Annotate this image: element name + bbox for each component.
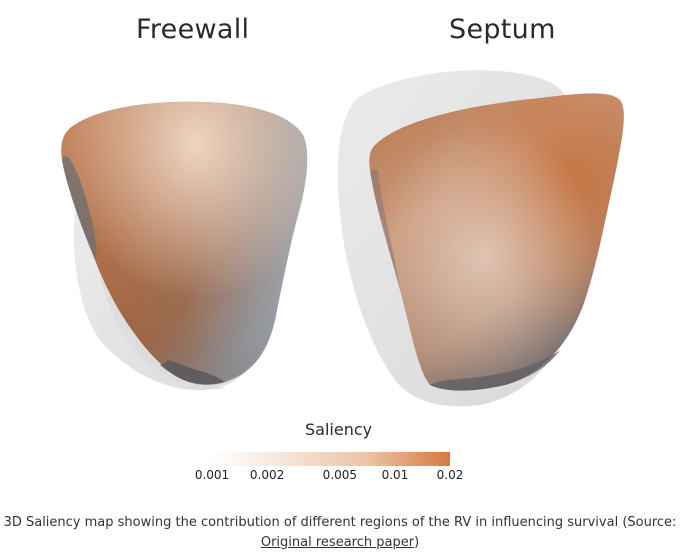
freewall-highlight [61, 101, 308, 385]
caption-text: 3D Saliency map showing the contribution… [3, 515, 677, 530]
septum-apex-shadow [430, 350, 560, 391]
freewall-title: Freewall [136, 14, 250, 45]
freewall-left-edge-shadow [62, 156, 97, 260]
colorbar-tick-label: 0.001 [194, 468, 230, 482]
colorbar-tick-label: 0.02 [436, 468, 464, 482]
septum-light-region [369, 93, 624, 391]
saliency-colorbar [210, 452, 450, 466]
colorbar-tick-label: 0.01 [381, 468, 409, 482]
freewall-apex-shadow [160, 360, 225, 385]
colorbar-title: Saliency [305, 420, 373, 439]
figure-caption: 3D Saliency map showing the contribution… [0, 513, 680, 553]
septum-left-edge-shadow [370, 170, 400, 290]
colorbar-tick-label: 0.002 [249, 468, 285, 482]
colorbar-tick-label: 0.005 [322, 468, 358, 482]
caption-suffix: ) [414, 535, 420, 550]
source-link[interactable]: Original research paper [260, 535, 415, 550]
septum-title: Septum [449, 14, 556, 45]
